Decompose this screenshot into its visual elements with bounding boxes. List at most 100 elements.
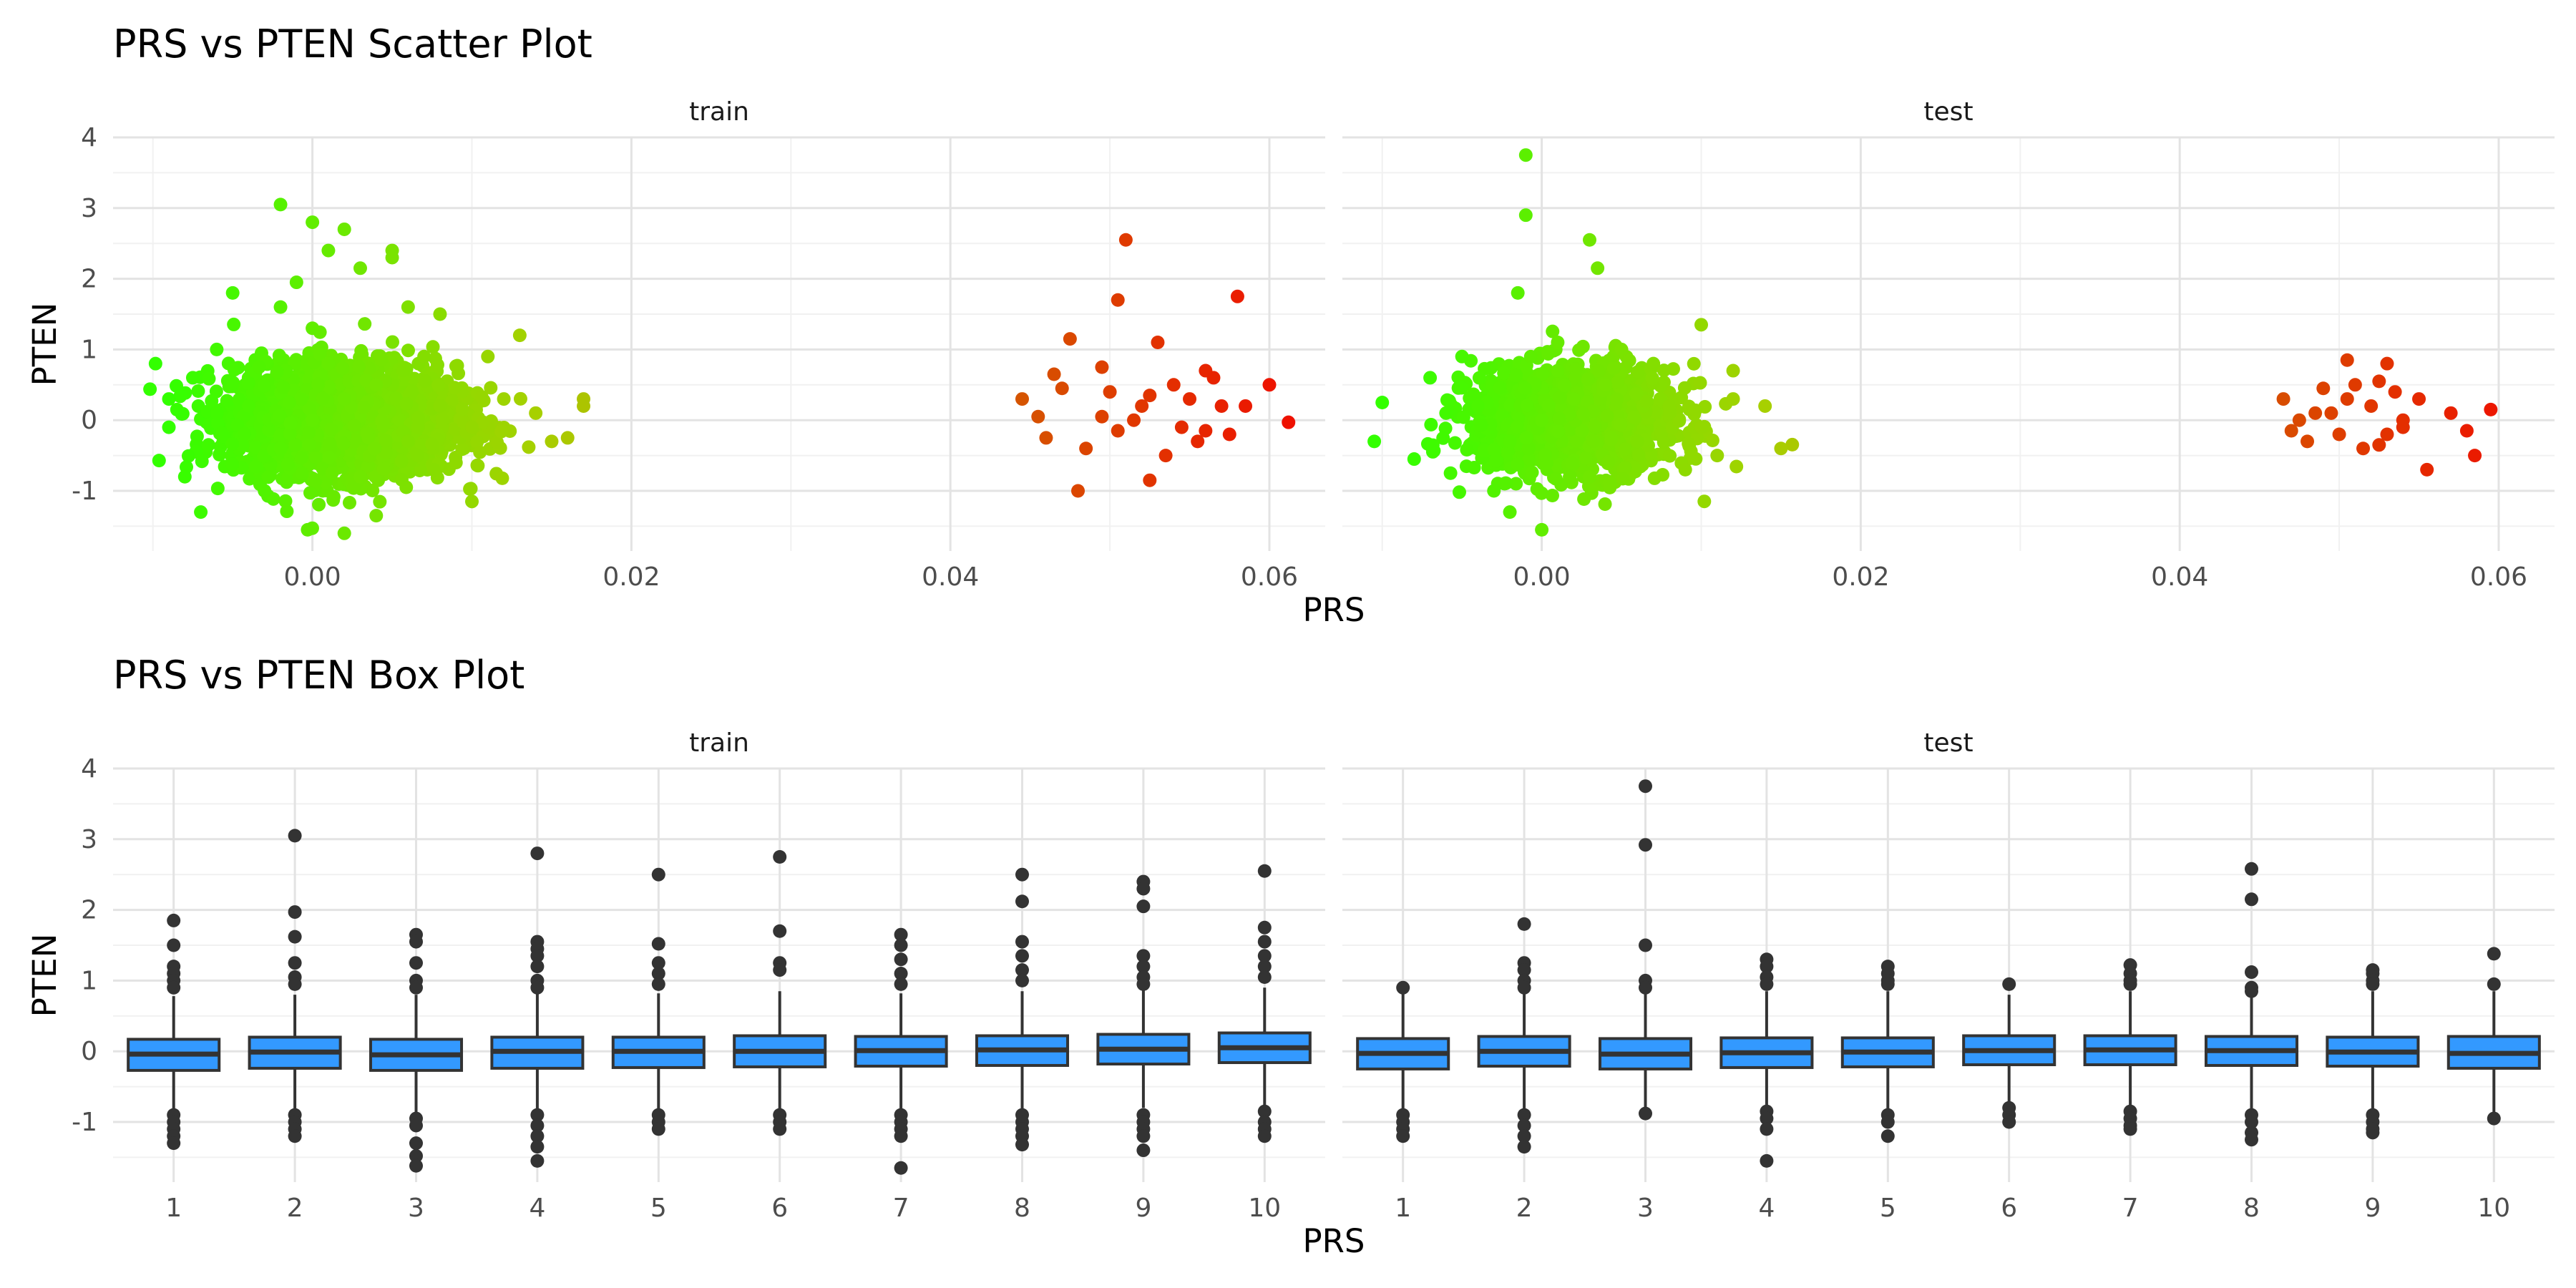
scatter-point xyxy=(306,215,320,230)
scatter-point-cloud xyxy=(213,447,227,462)
scatter-point xyxy=(1239,399,1253,413)
scatter-point xyxy=(241,399,255,413)
scatter-point xyxy=(194,505,208,519)
scatter-point xyxy=(1071,484,1085,498)
scatter-point-cloud xyxy=(1631,364,1646,379)
scatter-point-cloud xyxy=(303,486,318,500)
scatter-point-cloud xyxy=(431,379,446,393)
scatter-point-cloud xyxy=(1541,346,1556,361)
box-outlier xyxy=(1517,1108,1531,1122)
scatter-point-cloud xyxy=(202,371,216,386)
scatter-point-cloud xyxy=(1541,399,1556,413)
scatter-point-cloud xyxy=(1682,436,1696,451)
scatter-point-cloud xyxy=(1436,431,1450,445)
scatter-point xyxy=(1282,415,1296,429)
scatter-point-cloud xyxy=(235,438,250,452)
box-outlier xyxy=(1015,867,1029,882)
scatter-point-cloud xyxy=(1627,410,1641,424)
scatter-point-cloud xyxy=(399,396,414,411)
box-outlier xyxy=(2123,977,2137,991)
scatter-point xyxy=(545,434,559,449)
box-outlier xyxy=(1257,920,1272,935)
box-outlier xyxy=(1015,973,1029,987)
scatter-point xyxy=(1407,452,1421,467)
scatter-point xyxy=(2468,449,2482,463)
scatter-point xyxy=(1055,381,1069,396)
scatter-point-cloud xyxy=(449,359,463,374)
scatter-point-cloud xyxy=(316,391,330,406)
scatter-point-cloud xyxy=(1631,448,1646,462)
scatter-point-cloud xyxy=(1474,418,1488,432)
scatter-point-cloud xyxy=(261,470,275,484)
box-outlier xyxy=(1015,1138,1029,1152)
scatter-point-cloud xyxy=(513,391,527,406)
scatter-point xyxy=(1726,392,1740,406)
box-outlier xyxy=(1517,1140,1531,1154)
scatter-point-cloud xyxy=(1629,387,1644,401)
scatter-point-cloud xyxy=(1520,399,1534,413)
y-tick-label: -1 xyxy=(72,1108,97,1137)
scatter-point-cloud xyxy=(325,466,339,480)
scatter-point-cloud xyxy=(1588,419,1602,434)
facet-strip-label: train xyxy=(689,728,749,758)
scatter-point-cloud xyxy=(170,402,184,416)
scatter-point xyxy=(353,469,367,484)
scatter-point xyxy=(2412,392,2426,406)
box-outlier xyxy=(530,1129,545,1143)
box-outlier xyxy=(167,913,181,927)
scatter-point-cloud xyxy=(248,440,263,454)
scatter-point-cloud xyxy=(1510,420,1524,434)
scatter-point-cloud xyxy=(1569,434,1584,448)
scatter-point-cloud xyxy=(1688,403,1702,417)
scatter-point-cloud xyxy=(494,424,509,439)
scatter-point-cloud xyxy=(1616,472,1630,486)
scatter-point-cloud xyxy=(195,454,209,469)
scatter-point-cloud xyxy=(1493,381,1507,395)
scatter-point-cloud xyxy=(1425,444,1440,459)
scatter-point-cloud xyxy=(226,376,240,390)
scatter-point-cloud xyxy=(1697,494,1712,509)
scatter-point xyxy=(2348,378,2362,392)
box-outlier xyxy=(1517,963,1531,977)
box-outlier xyxy=(2245,892,2258,907)
box-outlier xyxy=(2245,965,2258,980)
box-outlier xyxy=(1136,1143,1151,1158)
scatter-point xyxy=(1143,473,1157,487)
scatter-point-cloud xyxy=(346,481,361,495)
scatter-point-cloud xyxy=(425,437,439,452)
scatter-point xyxy=(1214,399,1229,413)
scatter-point xyxy=(1079,441,1093,456)
scatter-point-cloud xyxy=(273,409,287,423)
scatter-point-cloud xyxy=(1489,453,1503,467)
scatter-point xyxy=(1423,371,1438,385)
box-outlier xyxy=(1880,1115,1895,1129)
scatter-point-cloud xyxy=(282,396,296,410)
x-tick-label: 7 xyxy=(893,1194,909,1223)
scatter-point-cloud xyxy=(490,435,504,449)
scatter-point xyxy=(1095,360,1109,374)
box-outlier xyxy=(2487,977,2501,991)
box-outlier xyxy=(651,956,665,970)
x-tick-label: 2 xyxy=(287,1194,303,1223)
box-outlier xyxy=(288,956,302,970)
scatter-point-cloud xyxy=(1609,392,1624,406)
scatter-point-cloud xyxy=(347,419,361,433)
box-outlier xyxy=(773,850,787,864)
scatter-point-cloud xyxy=(1581,372,1595,386)
scatter-point-cloud xyxy=(280,457,295,472)
x-tick-label: 1 xyxy=(165,1194,182,1223)
box-outlier xyxy=(1257,949,1272,963)
scatter-point xyxy=(1758,399,1772,413)
scatter-point-cloud xyxy=(1575,424,1589,438)
scatter-point-cloud xyxy=(1705,433,1719,447)
box-outlier xyxy=(1639,980,1652,995)
scatter-point-cloud xyxy=(414,438,429,452)
x-tick-label: 7 xyxy=(2122,1194,2139,1223)
x-axis-title: PRS xyxy=(1303,591,1365,629)
scatter-point-cloud xyxy=(1545,488,1559,502)
scatter-point-cloud xyxy=(495,471,509,485)
scatter-point xyxy=(1158,449,1173,463)
y-tick-label: 2 xyxy=(81,896,97,925)
scatter-point-cloud xyxy=(280,504,294,519)
scatter-point-cloud xyxy=(1576,339,1590,353)
